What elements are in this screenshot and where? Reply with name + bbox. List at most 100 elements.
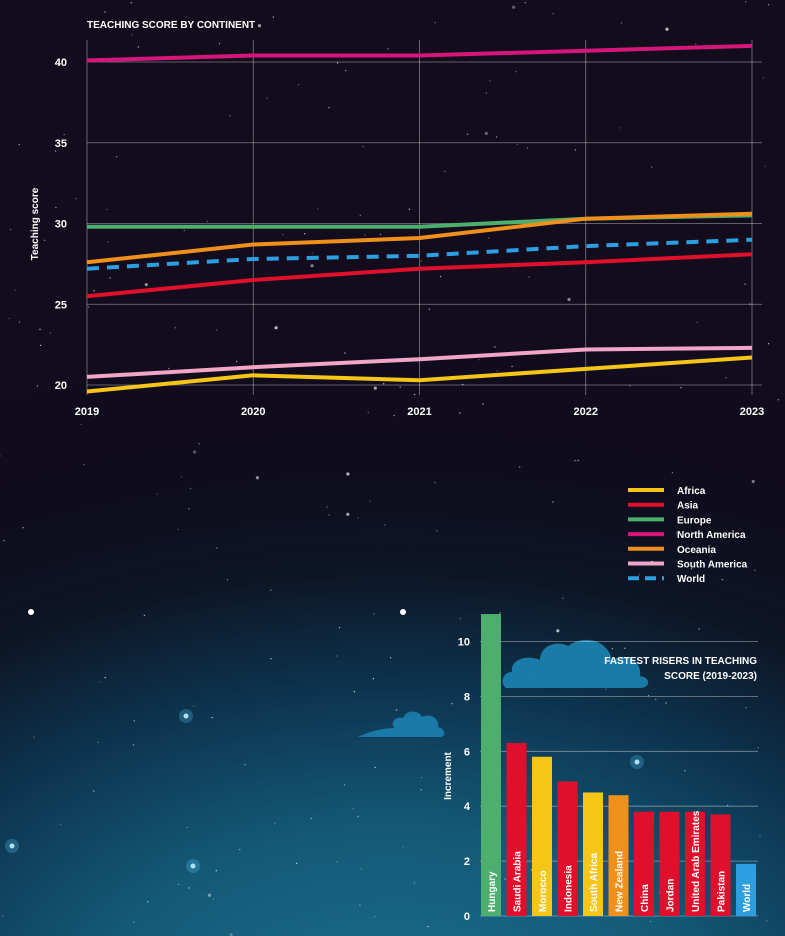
star: [353, 690, 356, 693]
star: [326, 506, 328, 508]
star: [556, 629, 560, 633]
star: [244, 763, 246, 766]
star: [413, 882, 416, 884]
star: [744, 283, 746, 285]
y-tick-label: 25: [55, 299, 67, 311]
y-tick-labels: 20 25 30 35 40: [55, 57, 67, 392]
star: [336, 62, 339, 64]
star: [462, 383, 464, 386]
star: [257, 24, 262, 28]
bar-category-label: Indonesia: [564, 865, 575, 912]
star: [212, 898, 215, 900]
star: [177, 883, 180, 886]
star: [676, 532, 678, 534]
star: [54, 150, 57, 152]
star: [367, 411, 369, 414]
legend-label: Oceania: [677, 545, 716, 556]
star: [638, 574, 641, 576]
star: [133, 720, 135, 722]
star: [383, 383, 385, 385]
star: [189, 487, 192, 490]
star: [297, 84, 300, 86]
bar-category-label: China: [640, 884, 651, 912]
star: [745, 707, 747, 709]
star: [0, 455, 1, 457]
star: [389, 657, 392, 659]
star: [562, 597, 564, 599]
star: [574, 459, 576, 462]
star: [671, 472, 674, 474]
star: [495, 136, 498, 138]
star: [764, 165, 766, 167]
star: [436, 530, 438, 532]
star: [751, 479, 755, 484]
star: [3, 539, 5, 542]
line-chart-teaching-by-continent: TEACHING SCORE BY CONTINENT Teaching sco…: [30, 20, 764, 585]
bar: [659, 811, 680, 916]
star: [304, 233, 306, 235]
chart-title: TEACHING SCORE BY CONTINENT: [87, 20, 255, 31]
y-tick-label: 30: [55, 219, 67, 231]
bar: [557, 781, 578, 916]
star: [80, 423, 82, 426]
star: [427, 925, 429, 928]
bar: [736, 863, 756, 916]
star: [484, 131, 488, 135]
star: [193, 450, 197, 454]
y-axis-label: Teaching score: [30, 187, 41, 260]
series-line-asia: [86, 252, 753, 299]
bar: [532, 756, 552, 916]
glow-star: [634, 759, 640, 765]
bar: [608, 795, 629, 916]
star: [577, 459, 579, 462]
bar: [583, 792, 603, 916]
cloud-icon: [502, 639, 649, 688]
y-axis-label: Increment: [443, 751, 454, 799]
star: [511, 365, 513, 368]
star: [624, 647, 626, 649]
star: [346, 512, 350, 516]
star: [216, 329, 218, 331]
series-line-south-america: [86, 345, 753, 379]
bar-chart-fastest-risers: 0 2 4 6 8 10 Increment FASTEST RISERS IN TEAC…: [443, 614, 758, 923]
star: [726, 804, 729, 806]
star: [526, 147, 529, 149]
star: [357, 517, 359, 519]
y-tick-label: 0: [464, 911, 470, 923]
star: [168, 367, 170, 370]
star: [374, 915, 376, 918]
bar-category-label: United Arab Emirates: [691, 810, 702, 912]
legend-label: World: [677, 574, 705, 585]
star: [75, 198, 77, 200]
star: [226, 579, 229, 581]
bar: [481, 614, 501, 916]
star: [180, 476, 183, 478]
star: [701, 531, 703, 533]
star: [18, 143, 20, 146]
star: [39, 328, 41, 330]
series-line-africa: [86, 355, 753, 394]
star: [198, 443, 200, 445]
star: [651, 166, 653, 168]
star: [137, 46, 139, 48]
star: [516, 143, 518, 145]
star: [344, 69, 347, 72]
star: [343, 784, 346, 786]
y-tick-labels: 0 2 4 6 8 10: [458, 637, 471, 924]
star: [310, 264, 314, 268]
y-tick-label: 8: [464, 691, 470, 703]
bar: [506, 743, 527, 916]
bar-category-label: Saudi Arabia: [513, 851, 524, 912]
star: [496, 370, 499, 372]
x-tick-label: 2021: [407, 406, 431, 418]
star: [236, 360, 238, 363]
star: [49, 332, 51, 334]
series-lines: [86, 43, 753, 394]
star: [440, 275, 442, 278]
star: [552, 13, 554, 15]
star: [512, 5, 516, 9]
star: [55, 206, 57, 209]
star: [478, 359, 480, 361]
star: [402, 846, 404, 848]
star: [106, 208, 108, 211]
